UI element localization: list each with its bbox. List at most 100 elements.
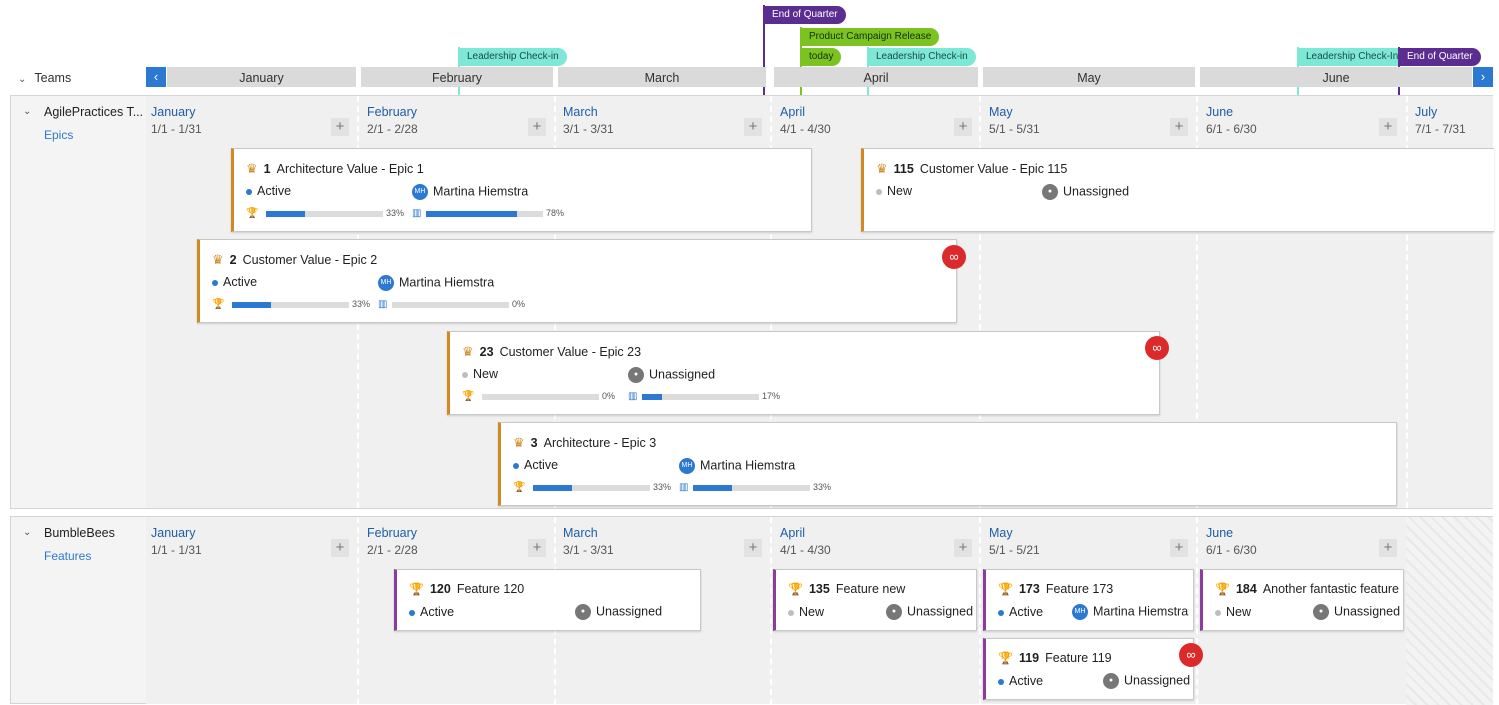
card-id: 184 — [1235, 582, 1257, 596]
marker-end-of-quarter[interactable]: End of Quarter — [1399, 48, 1481, 66]
state-label: Active — [420, 605, 455, 619]
team-backlog-level[interactable]: Features — [44, 549, 92, 563]
card-state: New — [1215, 605, 1251, 619]
add-item-button[interactable]: + — [744, 539, 762, 557]
add-item-button[interactable]: + — [528, 118, 546, 136]
progress-label: 33% — [813, 482, 832, 492]
card-id: 135 — [808, 582, 830, 596]
card-assignee[interactable]: ● Unassigned — [575, 604, 662, 620]
assignee-name: Unassigned — [1063, 184, 1130, 199]
dependency-link-icon[interactable]: ∞ — [1145, 336, 1169, 360]
card-title: ♛ 1 Architecture Value - Epic 1 — [246, 161, 424, 177]
epic-card[interactable]: ♛ 3 Architecture - Epic 3 Active MH Martina… — [498, 422, 1397, 506]
add-item-button[interactable]: + — [954, 539, 972, 557]
feature-card[interactable]: 🏆 135 Feature new New ● Unassigned — [773, 569, 977, 631]
teams-header-label: Teams — [34, 71, 72, 85]
add-item-button[interactable]: + — [528, 539, 546, 557]
dependency-link-icon[interactable]: ∞ — [942, 245, 966, 269]
marker-leadership-checkin[interactable]: Leadership Check-In — [1298, 48, 1407, 66]
card-state: New — [788, 605, 824, 619]
marker-leadership-checkin[interactable]: Leadership Check-in — [868, 48, 976, 66]
next-button[interactable]: › — [1473, 67, 1493, 87]
avatar: MH — [679, 458, 695, 474]
card-assignee[interactable]: ● Unassigned — [628, 367, 715, 383]
card-assignee[interactable]: ● Unassigned — [886, 604, 973, 620]
card-id: 120 — [429, 582, 451, 596]
marker-product-campaign-release[interactable]: Product Campaign Release — [801, 28, 940, 46]
card-assignee[interactable]: ● Unassigned — [1042, 184, 1129, 200]
month-cell-range: 6/1 - 6/30 — [1206, 543, 1257, 557]
epic-card[interactable]: ♛ 115 Customer Value - Epic 115 New ● Unass… — [861, 148, 1494, 232]
feature-card[interactable]: 🏆 173 Feature 173 Active MH Martina Hiemstr… — [983, 569, 1194, 631]
chevron-down-icon[interactable]: ⌄ — [23, 527, 32, 538]
add-item-button[interactable]: + — [1379, 539, 1397, 557]
card-title-text: Feature 119 — [1045, 651, 1112, 665]
column-separator — [357, 517, 359, 705]
chevron-down-icon[interactable]: ⌄ — [23, 106, 32, 117]
unassigned-avatar-icon: ● — [575, 604, 591, 620]
unassigned-avatar-icon: ● — [1103, 673, 1119, 689]
assignee-name: Unassigned — [649, 367, 716, 382]
trophy-icon: 🏆 — [513, 482, 526, 494]
add-item-button[interactable]: + — [954, 118, 972, 136]
month-cell-name: January — [151, 105, 196, 119]
epic-card[interactable]: ♛ 23 Customer Value - Epic 23 New ● Unassig… — [447, 331, 1160, 415]
feature-card[interactable]: 🏆 184 Another fantastic feature New ● Unass… — [1200, 569, 1404, 631]
team-name[interactable]: AgilePractices T... — [44, 105, 144, 119]
crown-icon: ♛ — [212, 252, 224, 267]
assignee-name: Martina Hiemstra — [1093, 604, 1189, 619]
epic-card[interactable]: ♛ 2 Customer Value - Epic 2 Active MH Marti… — [197, 239, 957, 323]
assignee-name: Unassigned — [907, 604, 974, 619]
marker-end-of-quarter[interactable]: End of Quarter — [764, 6, 846, 24]
dependency-link-icon[interactable]: ∞ — [1179, 643, 1203, 667]
feature-card[interactable]: 🏆 119 Feature 119 Active ● Unassigned — [983, 638, 1194, 700]
month-header: January — [167, 67, 356, 87]
month-cell-name: February — [367, 526, 418, 540]
board-icon: ▥ — [628, 391, 638, 403]
team-backlog-level[interactable]: Epics — [44, 128, 74, 142]
add-item-button[interactable]: + — [331, 118, 349, 136]
progress-label: 17% — [762, 391, 781, 401]
card-state: Active — [246, 184, 291, 198]
month-cell-name: May — [989, 526, 1013, 540]
card-id: 173 — [1018, 582, 1040, 596]
card-assignee[interactable]: MH Martina Hiemstra — [1072, 604, 1188, 620]
card-assignee[interactable]: MH Martina Hiemstra — [378, 275, 494, 291]
team-cell: ⌄ AgilePractices T... Epics — [10, 95, 146, 509]
card-title-text: Another fantastic feature — [1262, 582, 1400, 596]
month-header: June — [1200, 67, 1472, 87]
month-header: February — [361, 67, 553, 87]
add-item-button[interactable]: + — [331, 539, 349, 557]
state-label: Active — [223, 275, 258, 289]
teams-header[interactable]: ⌄ Teams — [10, 67, 145, 87]
add-item-button[interactable]: + — [744, 118, 762, 136]
card-title: ♛ 2 Customer Value - Epic 2 — [212, 252, 377, 268]
state-dot-icon — [788, 609, 794, 616]
team-name[interactable]: BumbleBees — [44, 526, 115, 540]
epic-card[interactable]: ♛ 1 Architecture Value - Epic 1 Active MH M… — [231, 148, 812, 232]
column-separator — [979, 96, 981, 508]
card-title: ♛ 115 Customer Value - Epic 115 — [876, 161, 1067, 177]
feature-card[interactable]: 🏆 120 Feature 120 Active ● Unassigned — [394, 569, 701, 631]
trophy-icon: 🏆 — [212, 299, 225, 311]
card-assignee[interactable]: ● Unassigned — [1313, 604, 1400, 620]
card-state: Active — [998, 605, 1043, 619]
add-item-button[interactable]: + — [1379, 118, 1397, 136]
add-item-button[interactable]: + — [1170, 118, 1188, 136]
month-cell-range: 7/1 - 7/31 — [1415, 122, 1466, 136]
card-assignee[interactable]: MH Martina Hiemstra — [412, 184, 528, 200]
marker-leadership-checkin[interactable]: Leadership Check-in — [459, 48, 567, 66]
card-assignee[interactable]: ● Unassigned — [1103, 673, 1190, 689]
progress-effort: ▥ 17% — [628, 391, 780, 402]
prev-button[interactable]: ‹ — [146, 67, 166, 87]
marker-today[interactable]: today — [801, 48, 842, 66]
board-icon: ▥ — [378, 299, 388, 311]
card-title-text: Architecture Value - Epic 1 — [276, 162, 424, 176]
assignee-name: Martina Hiemstra — [700, 458, 796, 473]
card-id: 119 — [1018, 651, 1040, 665]
progress-label: 78% — [546, 208, 565, 218]
add-item-button[interactable]: + — [1170, 539, 1188, 557]
card-id: 115 — [893, 162, 914, 176]
card-assignee[interactable]: MH Martina Hiemstra — [679, 458, 795, 474]
month-cell-range: 5/1 - 5/31 — [989, 122, 1040, 136]
